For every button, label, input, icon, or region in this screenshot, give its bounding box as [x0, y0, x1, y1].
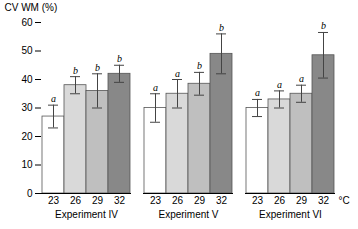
- svg-text:b: b: [73, 65, 78, 76]
- svg-text:29: 29: [296, 195, 308, 206]
- svg-text:32: 32: [216, 195, 228, 206]
- svg-text:a: a: [153, 82, 158, 93]
- svg-text:°C: °C: [339, 195, 350, 206]
- svg-text:b: b: [219, 22, 224, 33]
- svg-text:Experiment IV: Experiment IV: [55, 209, 118, 220]
- svg-text:23: 23: [48, 195, 60, 206]
- svg-text:32: 32: [318, 195, 330, 206]
- svg-text:26: 26: [172, 195, 184, 206]
- svg-text:a: a: [299, 73, 304, 84]
- svg-text:Experiment VI: Experiment VI: [259, 209, 322, 220]
- svg-text:0: 0: [27, 188, 33, 199]
- svg-text:29: 29: [92, 195, 104, 206]
- svg-text:a: a: [255, 87, 260, 98]
- svg-text:a: a: [175, 68, 180, 79]
- svg-text:40: 40: [21, 74, 33, 85]
- svg-text:Experiment V: Experiment V: [158, 209, 218, 220]
- svg-text:60: 60: [21, 17, 33, 28]
- svg-text:b: b: [117, 53, 122, 64]
- svg-text:50: 50: [21, 45, 33, 56]
- svg-text:a: a: [277, 79, 282, 90]
- svg-text:a: a: [51, 93, 56, 104]
- svg-text:30: 30: [21, 102, 33, 113]
- svg-text:23: 23: [252, 195, 264, 206]
- svg-text:26: 26: [70, 195, 82, 206]
- svg-text:20: 20: [21, 131, 33, 142]
- svg-text:26: 26: [274, 195, 286, 206]
- svg-text:CV WM (%): CV WM (%): [5, 2, 58, 13]
- svg-text:23: 23: [150, 195, 162, 206]
- svg-text:b: b: [321, 20, 326, 31]
- svg-text:10: 10: [21, 159, 33, 170]
- svg-text:b: b: [95, 62, 100, 73]
- svg-text:29: 29: [194, 195, 206, 206]
- svg-text:32: 32: [114, 195, 126, 206]
- svg-text:b: b: [197, 60, 202, 71]
